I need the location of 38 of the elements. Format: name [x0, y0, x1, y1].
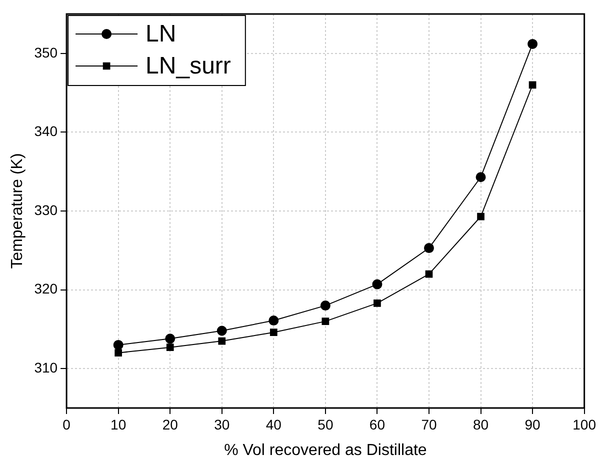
point	[218, 337, 226, 345]
x-tick-label: 60	[369, 416, 386, 432]
y-tick-label: 320	[34, 280, 58, 297]
point	[216, 326, 227, 336]
point	[114, 349, 122, 357]
y-tick-label: 340	[34, 123, 58, 140]
x-tick-label: 80	[472, 416, 489, 432]
point	[322, 318, 330, 325]
point	[374, 300, 381, 307]
point	[528, 81, 536, 89]
y-axis-title: Temperature (K)	[9, 153, 26, 269]
legend-label: LN	[146, 20, 176, 48]
point	[528, 38, 538, 49]
point	[166, 344, 174, 352]
point	[424, 243, 434, 254]
point	[476, 172, 486, 182]
x-tick-label: 30	[214, 416, 230, 432]
point	[270, 328, 278, 336]
x-tick-label: 70	[421, 416, 437, 432]
x-tick-label: 10	[110, 416, 126, 432]
point	[477, 212, 484, 220]
y-tick-label: 310	[34, 359, 58, 376]
x-tick-label: 20	[162, 416, 178, 432]
x-tick-label: 50	[318, 416, 334, 432]
x-tick-label: 0	[62, 416, 71, 432]
legend-label: LN_surr	[146, 52, 231, 80]
x-tick-label: 40	[266, 416, 282, 432]
point	[320, 300, 330, 311]
point	[165, 334, 176, 344]
point	[372, 279, 382, 290]
point	[113, 340, 124, 350]
x-tick-label: 100	[572, 416, 596, 432]
x-tick-label: 90	[524, 416, 541, 432]
y-tick-label: 330	[34, 202, 58, 218]
point	[425, 270, 433, 278]
x-axis-title: % Vol recovered as Distillate	[224, 442, 427, 459]
point	[268, 316, 279, 326]
y-tick-label: 350	[34, 44, 58, 60]
